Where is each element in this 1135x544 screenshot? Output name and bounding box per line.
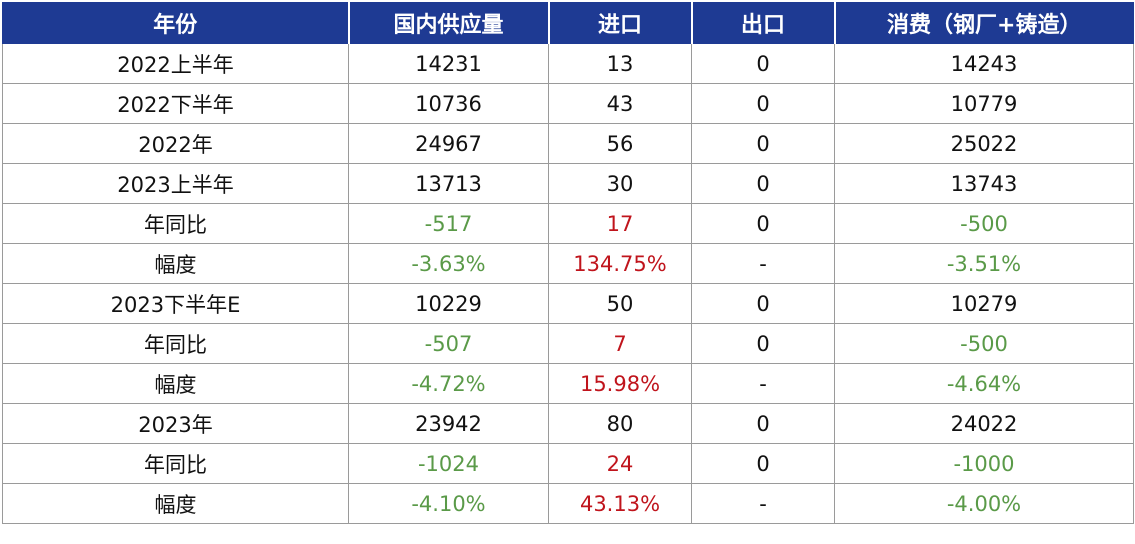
header-import: 进口 <box>548 2 693 44</box>
header-row: 年份 国内供应量 进口 出口 消费（钢厂+铸造） <box>2 2 1134 44</box>
cell-domestic-supply: 13713 <box>348 163 549 204</box>
header-year: 年份 <box>2 2 350 44</box>
cell-export: 0 <box>691 163 835 204</box>
cell-year: 2023上半年 <box>2 163 349 204</box>
cell-export: 0 <box>691 443 835 484</box>
cell-consumption: 14243 <box>834 43 1134 84</box>
cell-consumption: -500 <box>834 323 1134 364</box>
cell-domestic-supply: 14231 <box>348 43 549 84</box>
cell-export: 0 <box>691 323 835 364</box>
cell-year: 2023年 <box>2 403 349 444</box>
cell-export: 0 <box>691 403 835 444</box>
table-row: 2023年 23942 80 0 24022 <box>2 403 1134 444</box>
cell-year: 幅度 <box>2 363 349 404</box>
cell-export: - <box>691 483 835 524</box>
cell-year: 2022下半年 <box>2 83 349 124</box>
cell-year: 年同比 <box>2 203 349 244</box>
cell-domestic-supply: 23942 <box>348 403 549 444</box>
cell-domestic-supply: 10736 <box>348 83 549 124</box>
table-row: 2022下半年 10736 43 0 10779 <box>2 83 1134 124</box>
cell-domestic-supply: -4.10% <box>348 483 549 524</box>
table-row: 2022上半年 14231 13 0 14243 <box>2 43 1134 84</box>
cell-import: 43 <box>548 83 692 124</box>
cell-year: 2022上半年 <box>2 43 349 84</box>
cell-year: 2023下半年E <box>2 283 349 324</box>
cell-domestic-supply: 10229 <box>348 283 549 324</box>
cell-import: 43.13% <box>548 483 692 524</box>
cell-import: 17 <box>548 203 692 244</box>
cell-consumption: 25022 <box>834 123 1134 164</box>
cell-consumption: 10279 <box>834 283 1134 324</box>
cell-consumption: -1000 <box>834 443 1134 484</box>
cell-export: - <box>691 363 835 404</box>
cell-import: 50 <box>548 283 692 324</box>
cell-year: 幅度 <box>2 243 349 284</box>
cell-export: 0 <box>691 83 835 124</box>
cell-import: 7 <box>548 323 692 364</box>
header-consumption: 消费（钢厂+铸造） <box>834 2 1134 44</box>
cell-consumption: 13743 <box>834 163 1134 204</box>
table-row: 幅度 -3.63% 134.75% - -3.51% <box>2 243 1134 284</box>
cell-year: 幅度 <box>2 483 349 524</box>
cell-consumption: -4.64% <box>834 363 1134 404</box>
cell-year: 年同比 <box>2 443 349 484</box>
cell-consumption: -500 <box>834 203 1134 244</box>
cell-domestic-supply: -507 <box>348 323 549 364</box>
cell-year: 年同比 <box>2 323 349 364</box>
cell-export: 0 <box>691 203 835 244</box>
cell-import: 56 <box>548 123 692 164</box>
cell-import: 24 <box>548 443 692 484</box>
table-row: 年同比 -1024 24 0 -1000 <box>2 443 1134 484</box>
supply-demand-table: 年份 国内供应量 进口 出口 消费（钢厂+铸造） 2022上半年 14231 1… <box>2 2 1134 524</box>
cell-export: - <box>691 243 835 284</box>
header-export: 出口 <box>691 2 836 44</box>
cell-import: 13 <box>548 43 692 84</box>
table-row: 2023上半年 13713 30 0 13743 <box>2 163 1134 204</box>
cell-import: 80 <box>548 403 692 444</box>
cell-domestic-supply: -4.72% <box>348 363 549 404</box>
cell-consumption: 10779 <box>834 83 1134 124</box>
cell-domestic-supply: 24967 <box>348 123 549 164</box>
cell-consumption: 24022 <box>834 403 1134 444</box>
cell-domestic-supply: -3.63% <box>348 243 549 284</box>
cell-import: 15.98% <box>548 363 692 404</box>
cell-consumption: -4.00% <box>834 483 1134 524</box>
table-row: 幅度 -4.10% 43.13% - -4.00% <box>2 483 1134 524</box>
cell-import: 30 <box>548 163 692 204</box>
table-row: 2022年 24967 56 0 25022 <box>2 123 1134 164</box>
cell-domestic-supply: -1024 <box>348 443 549 484</box>
table-row: 幅度 -4.72% 15.98% - -4.64% <box>2 363 1134 404</box>
cell-export: 0 <box>691 123 835 164</box>
cell-consumption: -3.51% <box>834 243 1134 284</box>
table-row: 2023下半年E 10229 50 0 10279 <box>2 283 1134 324</box>
cell-domestic-supply: -517 <box>348 203 549 244</box>
table-row: 年同比 -507 7 0 -500 <box>2 323 1134 364</box>
cell-year: 2022年 <box>2 123 349 164</box>
header-domestic-supply: 国内供应量 <box>348 2 550 44</box>
cell-export: 0 <box>691 283 835 324</box>
cell-import: 134.75% <box>548 243 692 284</box>
cell-export: 0 <box>691 43 835 84</box>
table-row: 年同比 -517 17 0 -500 <box>2 203 1134 244</box>
